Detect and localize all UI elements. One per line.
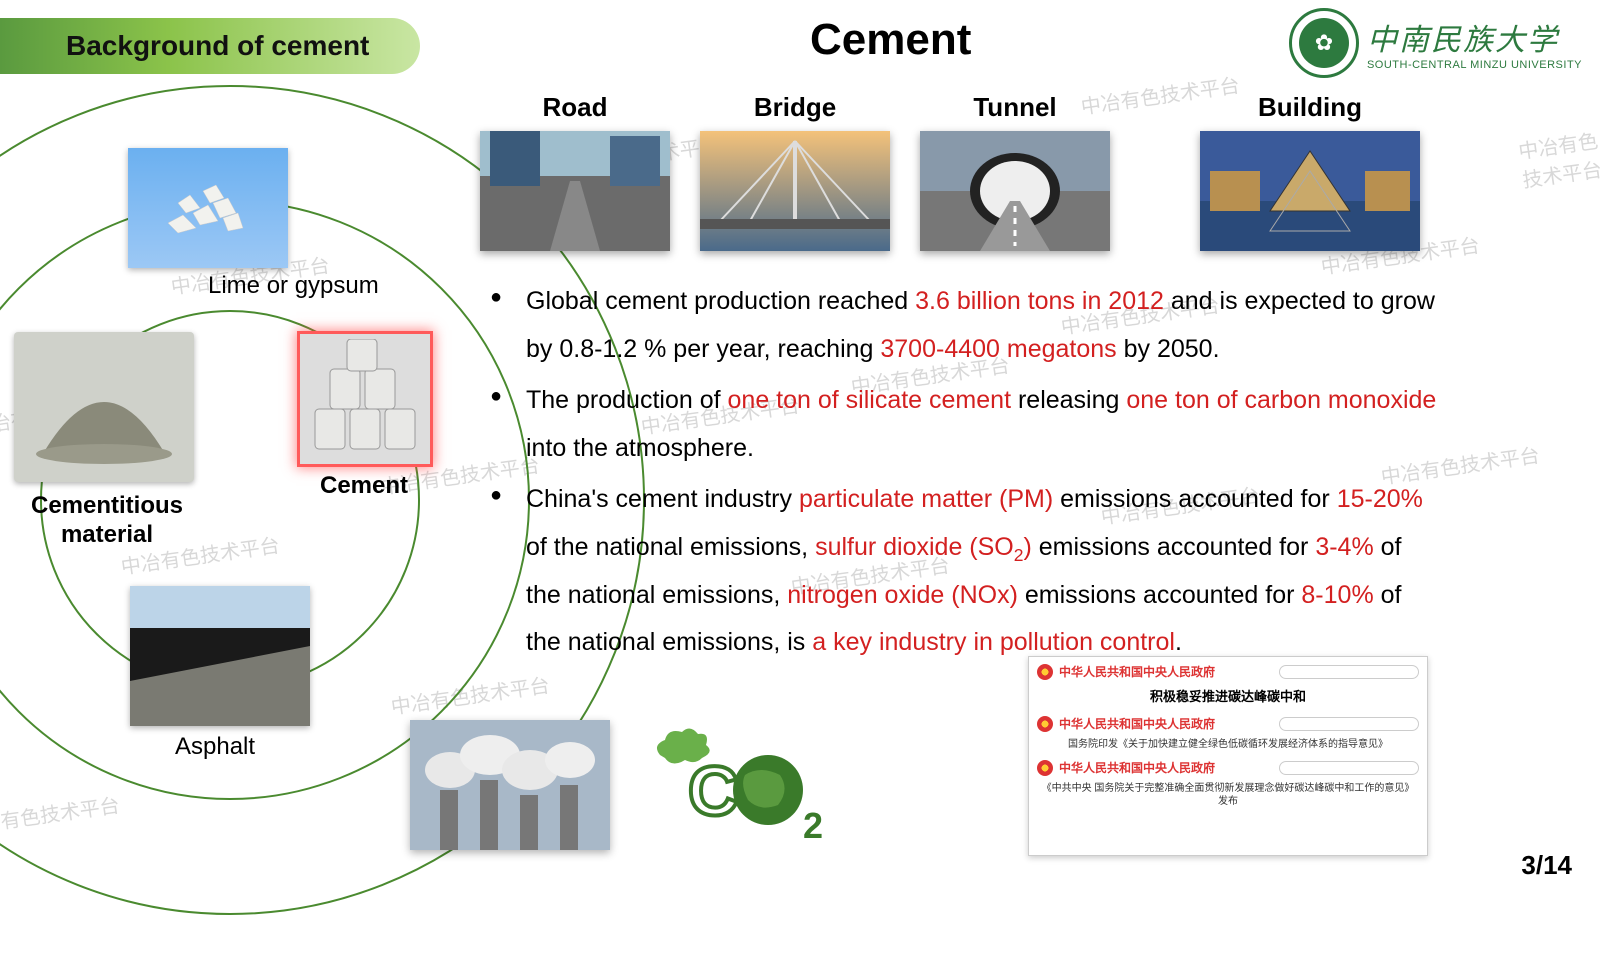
gov-search-box bbox=[1279, 717, 1419, 731]
university-logo-block: ✿ 中南民族大学 SOUTH-CENTRAL MINZU UNIVERSITY bbox=[1289, 8, 1582, 78]
page-title: Cement bbox=[810, 15, 971, 65]
gov-site-name: 中华人民共和国中央人民政府 bbox=[1059, 759, 1215, 776]
gov-item-1: 国务院印发《关于加快建立健全绿色低碳循环发展经济体系的指导意见》 bbox=[1037, 738, 1419, 751]
university-name-en: SOUTH-CENTRAL MINZU UNIVERSITY bbox=[1367, 59, 1582, 71]
cementitious-image bbox=[14, 332, 194, 482]
co2-icon: C 2 bbox=[640, 720, 840, 850]
university-emblem-icon: ✿ bbox=[1289, 8, 1359, 78]
applications-row: Road Bridge Tunnel Building bbox=[480, 92, 1420, 251]
app-image-road bbox=[480, 131, 670, 251]
asphalt-image bbox=[130, 586, 310, 726]
app-label-road: Road bbox=[543, 92, 608, 123]
gov-search-box bbox=[1279, 665, 1419, 679]
app-label-building: Building bbox=[1258, 92, 1362, 123]
section-title-pill: Background of cement bbox=[0, 18, 420, 74]
gov-item-2: 《中共中央 国务院关于完整准确全面贯彻新发展理念做好碳达峰碳中和工作的意见》发布 bbox=[1037, 782, 1419, 808]
app-image-bridge bbox=[700, 131, 890, 251]
bottom-image-row: C 2 bbox=[410, 720, 840, 850]
university-name-cn: 中南民族大学 bbox=[1367, 15, 1582, 59]
page-number: 3/14 bbox=[1521, 850, 1572, 881]
gov-search-box bbox=[1279, 761, 1419, 775]
bullet-1: Global cement production reached 3.6 bil… bbox=[490, 278, 1440, 373]
gov-site-name: 中华人民共和国中央人民政府 bbox=[1059, 663, 1215, 680]
bullet-list: Global cement production reached 3.6 bil… bbox=[490, 278, 1440, 671]
app-image-tunnel bbox=[920, 131, 1110, 251]
watermark: 中冶有色技术平台 bbox=[1516, 125, 1600, 194]
gov-emblem-icon bbox=[1037, 664, 1053, 680]
bullet-3: China's cement industry particulate matt… bbox=[490, 476, 1440, 667]
cementitious-label: Cementitious material bbox=[22, 492, 192, 550]
gov-headline: 积极稳妥推进碳达峰碳中和 bbox=[1037, 686, 1419, 705]
factory-smoke-image bbox=[410, 720, 610, 850]
lime-label: Lime or gypsum bbox=[208, 272, 379, 300]
section-title: Background of cement bbox=[66, 30, 369, 62]
gov-emblem-icon bbox=[1037, 716, 1053, 732]
app-label-tunnel: Tunnel bbox=[973, 92, 1056, 123]
cement-label: Cement bbox=[320, 472, 408, 500]
gov-site-name: 中华人民共和国中央人民政府 bbox=[1059, 715, 1215, 732]
gov-website-snippet: 中华人民共和国中央人民政府 积极稳妥推进碳达峰碳中和 中华人民共和国中央人民政府… bbox=[1028, 656, 1428, 856]
lime-image bbox=[128, 148, 288, 268]
asphalt-label: Asphalt bbox=[175, 733, 255, 761]
bullet-2: The production of one ton of silicate ce… bbox=[490, 377, 1440, 472]
svg-text:2: 2 bbox=[803, 805, 823, 846]
app-label-bridge: Bridge bbox=[754, 92, 836, 123]
gov-emblem-icon bbox=[1037, 760, 1053, 776]
svg-text:C: C bbox=[688, 752, 739, 830]
cement-image bbox=[300, 334, 430, 464]
app-image-building bbox=[1200, 131, 1420, 251]
